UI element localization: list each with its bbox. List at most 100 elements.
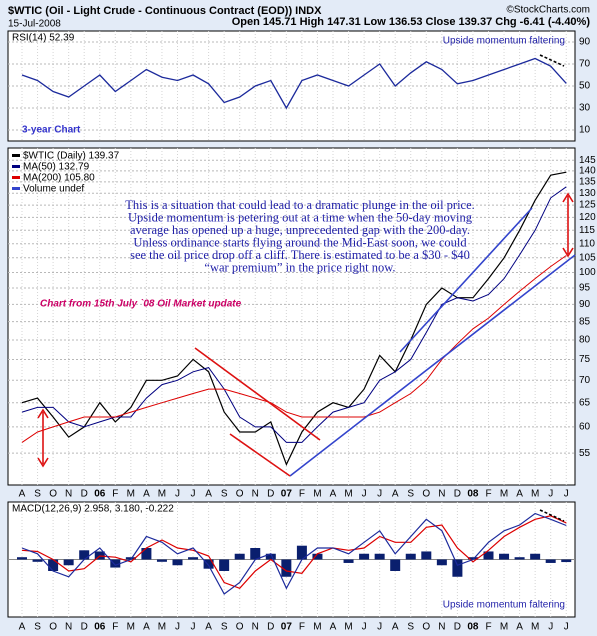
histogram-bar <box>188 557 199 560</box>
x-tick-label: J <box>564 489 569 500</box>
legend-label: MA(200) 105.80 <box>23 173 95 184</box>
trendline <box>399 207 533 353</box>
x-tick-label: M <box>158 489 166 500</box>
x-tick-label: N <box>65 622 72 633</box>
x-tick-label: A <box>19 489 26 500</box>
header-date: 15-Jul-2008 <box>8 19 61 30</box>
histogram-bar <box>467 557 478 560</box>
x-tick-label: M <box>313 489 321 500</box>
header-title: $WTIC (Oil - Light Crude - Continuous Co… <box>8 5 322 17</box>
arrow-head <box>562 192 574 258</box>
y-tick-label: 120 <box>579 212 596 223</box>
x-tick-label: J <box>377 622 382 633</box>
rsi-line <box>21 57 567 110</box>
histogram-bar <box>545 559 556 563</box>
trendline <box>289 254 576 477</box>
y-tick-label: 10 <box>579 125 591 136</box>
x-tick-label: A <box>19 622 26 633</box>
x-tick-label: F <box>299 489 305 500</box>
y-tick-label: 70 <box>579 59 591 70</box>
x-tick-label: N <box>252 489 259 500</box>
x-tick-label: M <box>531 489 539 500</box>
series-line <box>21 255 567 443</box>
x-tick-label: A <box>392 489 399 500</box>
x-tick-label: 08 <box>467 622 479 633</box>
x-tick-label: M <box>531 622 539 633</box>
x-tick-label: A <box>143 622 150 633</box>
x-tick-label: A <box>516 622 523 633</box>
x-tick-label: A <box>205 622 212 633</box>
x-tick-label: J <box>175 489 180 500</box>
histogram-bar <box>405 553 416 560</box>
x-tick-label: N <box>438 622 445 633</box>
x-tick-label: A <box>143 489 150 500</box>
y-tick-label: 125 <box>579 200 596 211</box>
histogram-bar <box>421 551 432 560</box>
x-tick-label: S <box>34 622 41 633</box>
x-tick-label: A <box>330 489 337 500</box>
y-tick-label: 100 <box>579 267 596 278</box>
y-tick-label: 90 <box>579 37 591 48</box>
x-tick-label: D <box>267 622 274 633</box>
histogram-bar <box>374 553 385 560</box>
y-tick-label: 145 <box>579 155 596 166</box>
y-tick-label: 130 <box>579 188 596 199</box>
x-tick-label: D <box>454 622 461 633</box>
histogram-bar <box>343 559 354 563</box>
commentary-line: average has opened up a huge, unpreceden… <box>130 223 470 237</box>
x-tick-label: S <box>221 489 228 500</box>
x-tick-label: 07 <box>281 489 293 500</box>
y-tick-label: 75 <box>579 354 591 365</box>
x-tick-label: A <box>330 622 337 633</box>
x-tick-label: A <box>516 489 523 500</box>
x-tick-label: J <box>191 622 196 633</box>
histogram-bar <box>219 559 230 571</box>
macd-annotation: Upside momentum faltering <box>443 600 565 611</box>
macd-line <box>21 515 567 590</box>
marks <box>17 57 572 595</box>
x-tick-label: M <box>344 622 352 633</box>
histogram-bar <box>452 559 463 577</box>
x-tick-label: M <box>158 622 166 633</box>
x-tick-label: D <box>81 489 88 500</box>
x-tick-label: M <box>313 622 321 633</box>
histogram-bar <box>32 559 43 562</box>
x-tick-label: 07 <box>281 622 293 633</box>
x-tick-label: O <box>49 489 57 500</box>
arrow-head <box>37 408 49 468</box>
header-quote: Open 145.71 High 147.31 Low 136.53 Close… <box>232 16 591 28</box>
histogram-bar <box>141 548 152 560</box>
legend-swatch <box>12 165 20 168</box>
rsi-title: RSI(14) 52.39 <box>12 33 75 44</box>
y-tick-label: 90 <box>579 299 591 310</box>
histogram-bar <box>250 548 261 560</box>
rsi-annotation: Upside momentum faltering <box>443 36 565 47</box>
y-tick-label: 135 <box>579 176 596 187</box>
histogram-bar <box>203 559 214 569</box>
histogram-bar <box>561 559 572 563</box>
x-tick-label: N <box>438 489 445 500</box>
x-tick-label: M <box>500 489 508 500</box>
y-tick-label: 60 <box>579 422 591 433</box>
x-tick-label: F <box>112 622 118 633</box>
x-tick-label: J <box>362 622 367 633</box>
y-tick-label: 30 <box>579 103 591 114</box>
arrow <box>539 509 565 522</box>
x-tick-label: S <box>34 489 41 500</box>
x-tick-label: A <box>392 622 399 633</box>
x-tick-label: N <box>65 489 72 500</box>
histogram-bar <box>483 551 494 560</box>
commentary-line: “war premium” in the price right now. <box>204 260 395 274</box>
y-tick-label: 85 <box>579 316 591 327</box>
x-tick-label: S <box>221 622 228 633</box>
commentary-line: Unless ordinance starts flying around th… <box>133 235 467 249</box>
commentary-line: see the oil price drop off a cliff. Ther… <box>130 248 470 262</box>
x-tick-label: O <box>49 622 57 633</box>
histogram-bar <box>296 545 307 560</box>
legend-swatch <box>12 176 20 179</box>
y-tick-label: 110 <box>579 238 595 249</box>
histogram-bar <box>125 557 136 560</box>
legend-swatch <box>12 187 20 190</box>
histogram-bar <box>63 559 74 566</box>
